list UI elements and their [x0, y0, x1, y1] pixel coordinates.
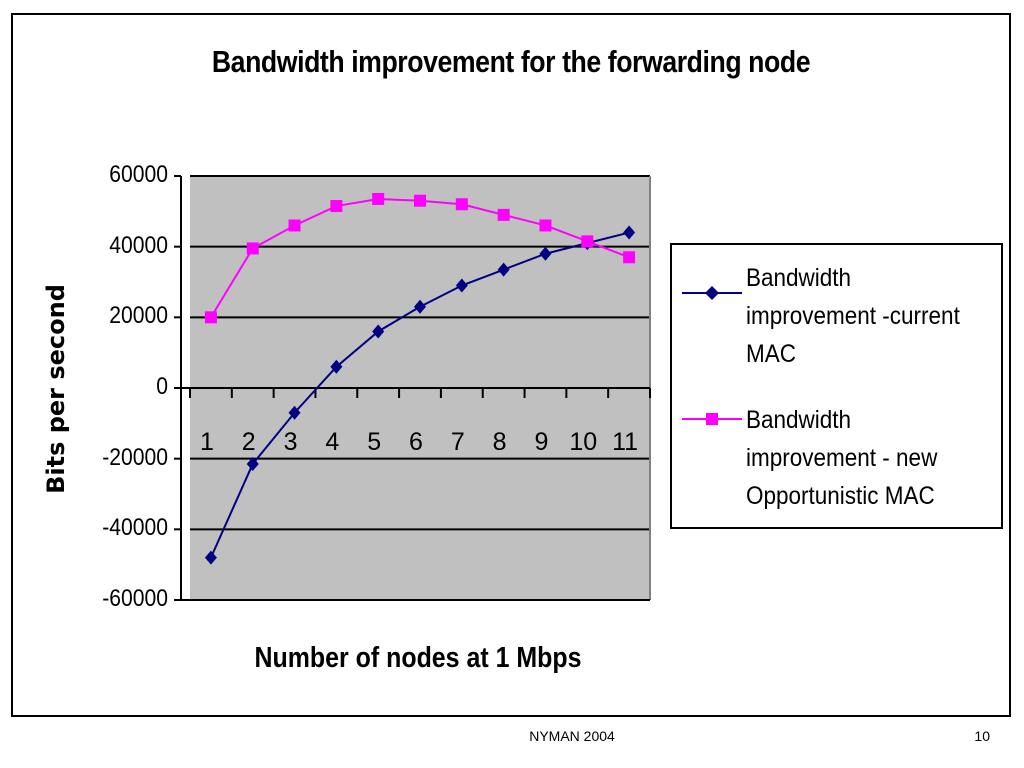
x-tick-label: 7: [451, 428, 465, 456]
y-tick-label: 20000: [109, 302, 168, 330]
legend-label-line: MAC: [746, 340, 797, 368]
data-point: [497, 208, 510, 221]
data-point: [497, 262, 510, 277]
data-point: [330, 200, 343, 213]
x-tick-label: 4: [325, 428, 339, 456]
x-tick-labels: 1 2 3 4 5 6 7 8 9 10 11: [200, 428, 638, 456]
y-tick-label: -20000: [102, 443, 168, 471]
series-1: [204, 225, 636, 565]
legend-label-line: improvement - new: [746, 444, 938, 472]
x-tick-label: 11: [612, 428, 638, 456]
x-tick-label: 6: [409, 428, 423, 456]
chart-title: Bandwidth improvement for the forwarding…: [211, 44, 811, 79]
x-tick-label: 8: [493, 428, 507, 456]
legend-label-current-mac: Bandwidth improvement -current MAC: [746, 259, 980, 373]
data-point: [539, 219, 552, 232]
data-point: [455, 278, 468, 293]
data-point: [414, 299, 426, 314]
data-point: [288, 405, 301, 420]
x-axis-label: Number of nodes at 1 Mbps: [254, 642, 582, 674]
legend-swatch-current-mac: [682, 286, 742, 300]
legend: Bandwidth improvement -current MAC Bandw…: [670, 243, 1003, 529]
y-tick-label: -60000: [102, 585, 168, 612]
x-tick-label: 9: [535, 428, 549, 456]
data-point: [623, 251, 636, 264]
data-point: [246, 456, 259, 471]
x-tick-label: 5: [367, 428, 381, 456]
legend-label-line: Bandwidth: [746, 406, 852, 434]
data-point: [539, 246, 552, 261]
data-point: [288, 219, 301, 232]
data-point: [372, 324, 385, 339]
data-point: [204, 550, 217, 565]
series-layer: [204, 192, 636, 565]
y-tick-label: 0: [156, 373, 168, 400]
legend-swatch-opportunistic-mac: [682, 413, 742, 425]
data-point: [372, 192, 385, 205]
x-tick-label: 10: [569, 428, 597, 456]
slide-frame: [11, 13, 1011, 717]
legend-label-line: improvement -current: [746, 302, 960, 330]
data-point: [414, 194, 426, 207]
legend-label-line: Opportunistic MAC: [746, 482, 935, 510]
axes: [174, 175, 651, 601]
footer-page-number: 10: [974, 728, 990, 744]
data-point: [204, 311, 217, 324]
data-point: [623, 225, 636, 240]
legend-label-opportunistic-mac: Bandwidth improvement - new Opportunisti…: [746, 401, 980, 515]
x-tick-label: 1: [200, 428, 214, 456]
y-tick-label: 40000: [109, 231, 168, 259]
series-2: [204, 192, 636, 324]
data-point: [330, 359, 343, 374]
y-tick-label: -40000: [102, 514, 168, 542]
footer-author: NYMAN 2004: [529, 728, 615, 744]
data-point: [455, 198, 468, 211]
x-tick-label: 3: [284, 428, 298, 456]
x-tick-label: 2: [242, 428, 256, 456]
data-point: [581, 235, 594, 248]
y-tick-label: 60000: [109, 161, 168, 188]
legend-label-line: Bandwidth: [746, 264, 852, 292]
data-point: [246, 242, 259, 255]
